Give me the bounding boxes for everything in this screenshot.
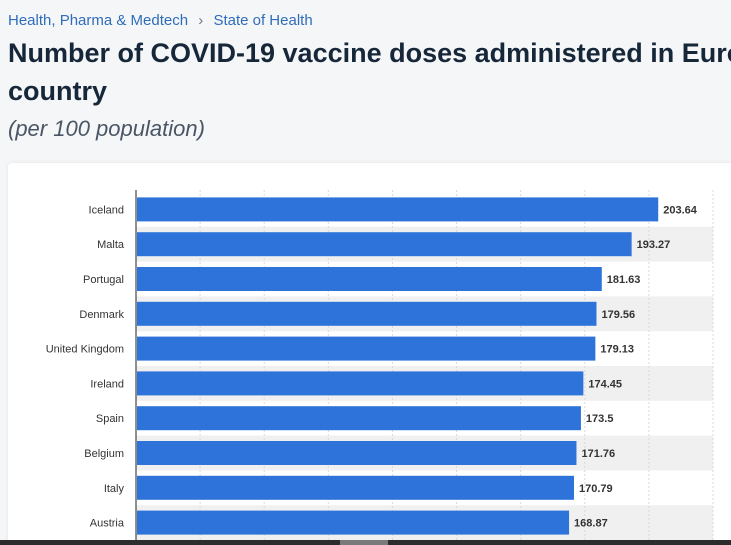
page-title-line-1: Number of COVID-19 vaccine doses adminis… bbox=[8, 38, 731, 68]
bar-austria bbox=[137, 510, 570, 535]
bar-chart: Iceland 203.64 Malta 193.27 Portugal 181.63 De… bbox=[46, 190, 714, 545]
category-label: Spain bbox=[96, 413, 124, 425]
breadcrumb-separator: › bbox=[198, 12, 204, 29]
chart-card: Iceland 203.64 Malta 193.27 Portugal 181.63 De… bbox=[8, 163, 731, 545]
breadcrumb-topic-link[interactable]: State of Health bbox=[213, 12, 313, 29]
value-label: 203.64 bbox=[663, 204, 698, 216]
category-label: Iceland bbox=[89, 204, 124, 216]
bar-italy bbox=[137, 475, 574, 500]
value-label: 179.56 bbox=[601, 309, 635, 321]
bar-ireland bbox=[137, 371, 584, 396]
breadcrumb-category-link[interactable]: Health, Pharma & Medtech bbox=[8, 12, 189, 29]
category-label: Ireland bbox=[90, 378, 124, 390]
horizontal-scrollbar[interactable] bbox=[0, 540, 731, 545]
bar-iceland bbox=[137, 197, 659, 222]
page-title: Number of COVID-19 vaccine doses adminis… bbox=[8, 34, 731, 110]
bar-belgium bbox=[137, 441, 577, 465]
bar-spain bbox=[137, 406, 581, 431]
value-label: 174.45 bbox=[588, 378, 622, 390]
value-label: 170.79 bbox=[579, 483, 613, 495]
page-title-line-2: country bbox=[8, 76, 108, 106]
value-label: 179.13 bbox=[600, 344, 634, 356]
value-label: 168.87 bbox=[574, 518, 608, 530]
category-label: Austria bbox=[90, 518, 125, 530]
bar-denmark bbox=[137, 301, 597, 326]
value-label: 173.5 bbox=[586, 413, 614, 425]
bar-united-kingdom bbox=[137, 336, 596, 361]
category-label: Malta bbox=[97, 239, 125, 251]
breadcrumb: Health, Pharma & Medtech › State of Heal… bbox=[8, 12, 313, 29]
category-label: Italy bbox=[104, 483, 125, 495]
value-label: 193.27 bbox=[637, 239, 671, 251]
scrollbar-thumb[interactable] bbox=[340, 540, 388, 545]
category-label: Belgium bbox=[84, 448, 124, 460]
category-label: Portugal bbox=[83, 274, 124, 286]
page-subtitle: (per 100 population) bbox=[8, 116, 205, 141]
bar-malta bbox=[137, 232, 632, 257]
value-label: 181.63 bbox=[607, 274, 641, 286]
category-label: United Kingdom bbox=[46, 344, 124, 356]
bar-portugal bbox=[137, 267, 602, 291]
value-label: 171.76 bbox=[581, 448, 615, 460]
category-label: Denmark bbox=[79, 309, 124, 321]
